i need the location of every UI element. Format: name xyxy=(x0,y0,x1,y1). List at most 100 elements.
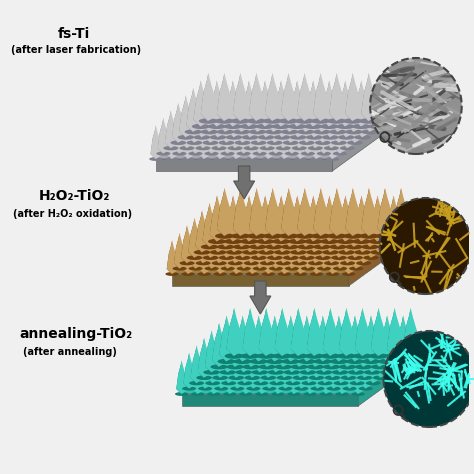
Polygon shape xyxy=(370,195,378,241)
Polygon shape xyxy=(365,218,378,258)
Polygon shape xyxy=(360,353,365,389)
Ellipse shape xyxy=(339,365,356,369)
Polygon shape xyxy=(295,240,301,274)
Polygon shape xyxy=(215,240,226,274)
Polygon shape xyxy=(308,95,322,137)
Ellipse shape xyxy=(189,381,204,385)
Polygon shape xyxy=(227,308,234,356)
Polygon shape xyxy=(267,203,274,247)
Polygon shape xyxy=(238,233,244,269)
Ellipse shape xyxy=(343,386,357,391)
Polygon shape xyxy=(311,240,317,274)
Polygon shape xyxy=(193,81,209,127)
Polygon shape xyxy=(295,126,306,159)
Ellipse shape xyxy=(299,140,315,145)
Polygon shape xyxy=(281,188,297,236)
Polygon shape xyxy=(285,330,292,372)
Polygon shape xyxy=(371,308,379,356)
Ellipse shape xyxy=(212,261,227,265)
Polygon shape xyxy=(324,210,338,252)
Polygon shape xyxy=(280,353,285,389)
Polygon shape xyxy=(317,218,323,258)
Polygon shape xyxy=(301,330,315,372)
Polygon shape xyxy=(353,360,364,394)
Ellipse shape xyxy=(311,118,330,124)
Ellipse shape xyxy=(225,353,244,359)
Polygon shape xyxy=(195,210,210,252)
Polygon shape xyxy=(261,226,267,263)
Ellipse shape xyxy=(233,244,250,249)
Polygon shape xyxy=(181,226,187,263)
Polygon shape xyxy=(186,88,201,132)
Polygon shape xyxy=(235,88,241,132)
Polygon shape xyxy=(286,233,298,269)
Polygon shape xyxy=(294,338,308,378)
Polygon shape xyxy=(356,210,363,252)
Polygon shape xyxy=(305,360,316,394)
Ellipse shape xyxy=(295,233,314,239)
Polygon shape xyxy=(247,353,253,389)
Polygon shape xyxy=(219,203,226,247)
Polygon shape xyxy=(260,323,275,367)
Polygon shape xyxy=(316,316,323,362)
Ellipse shape xyxy=(269,152,283,155)
Polygon shape xyxy=(345,73,353,121)
Polygon shape xyxy=(342,226,355,263)
Ellipse shape xyxy=(218,359,236,364)
Polygon shape xyxy=(174,233,186,269)
Polygon shape xyxy=(204,103,218,143)
Polygon shape xyxy=(289,360,300,394)
Ellipse shape xyxy=(182,386,196,391)
Polygon shape xyxy=(283,316,291,362)
Ellipse shape xyxy=(315,140,331,145)
Polygon shape xyxy=(357,226,370,263)
Polygon shape xyxy=(242,81,257,127)
Polygon shape xyxy=(232,353,244,389)
Ellipse shape xyxy=(287,392,301,396)
Polygon shape xyxy=(279,240,291,274)
Polygon shape xyxy=(263,126,274,159)
Polygon shape xyxy=(317,103,330,143)
Ellipse shape xyxy=(346,359,364,364)
Polygon shape xyxy=(310,226,316,263)
Polygon shape xyxy=(242,195,257,241)
Ellipse shape xyxy=(384,239,403,244)
Polygon shape xyxy=(337,360,342,394)
Ellipse shape xyxy=(318,381,333,385)
Polygon shape xyxy=(380,316,387,362)
Ellipse shape xyxy=(251,140,266,145)
Polygon shape xyxy=(195,95,210,137)
Ellipse shape xyxy=(212,375,228,380)
Polygon shape xyxy=(158,118,170,154)
Ellipse shape xyxy=(338,250,355,255)
Ellipse shape xyxy=(198,386,212,391)
Polygon shape xyxy=(284,103,291,143)
Polygon shape xyxy=(280,353,292,389)
Ellipse shape xyxy=(288,239,307,244)
Polygon shape xyxy=(195,210,202,252)
Polygon shape xyxy=(219,316,235,362)
Ellipse shape xyxy=(307,365,324,369)
Ellipse shape xyxy=(256,124,274,129)
Polygon shape xyxy=(258,81,265,127)
Ellipse shape xyxy=(375,118,394,124)
Polygon shape xyxy=(210,195,217,241)
Polygon shape xyxy=(284,218,291,258)
Polygon shape xyxy=(233,73,240,121)
Polygon shape xyxy=(356,210,370,252)
Polygon shape xyxy=(228,323,243,367)
Polygon shape xyxy=(226,81,233,127)
Polygon shape xyxy=(354,195,362,241)
Polygon shape xyxy=(278,338,292,378)
Polygon shape xyxy=(329,188,346,236)
Polygon shape xyxy=(303,346,309,383)
Polygon shape xyxy=(228,210,242,252)
Ellipse shape xyxy=(188,152,202,155)
Polygon shape xyxy=(302,233,308,269)
Ellipse shape xyxy=(311,233,330,239)
Polygon shape xyxy=(244,323,259,367)
Ellipse shape xyxy=(278,272,291,276)
Polygon shape xyxy=(233,188,241,236)
Polygon shape xyxy=(251,88,265,132)
Polygon shape xyxy=(254,118,266,154)
